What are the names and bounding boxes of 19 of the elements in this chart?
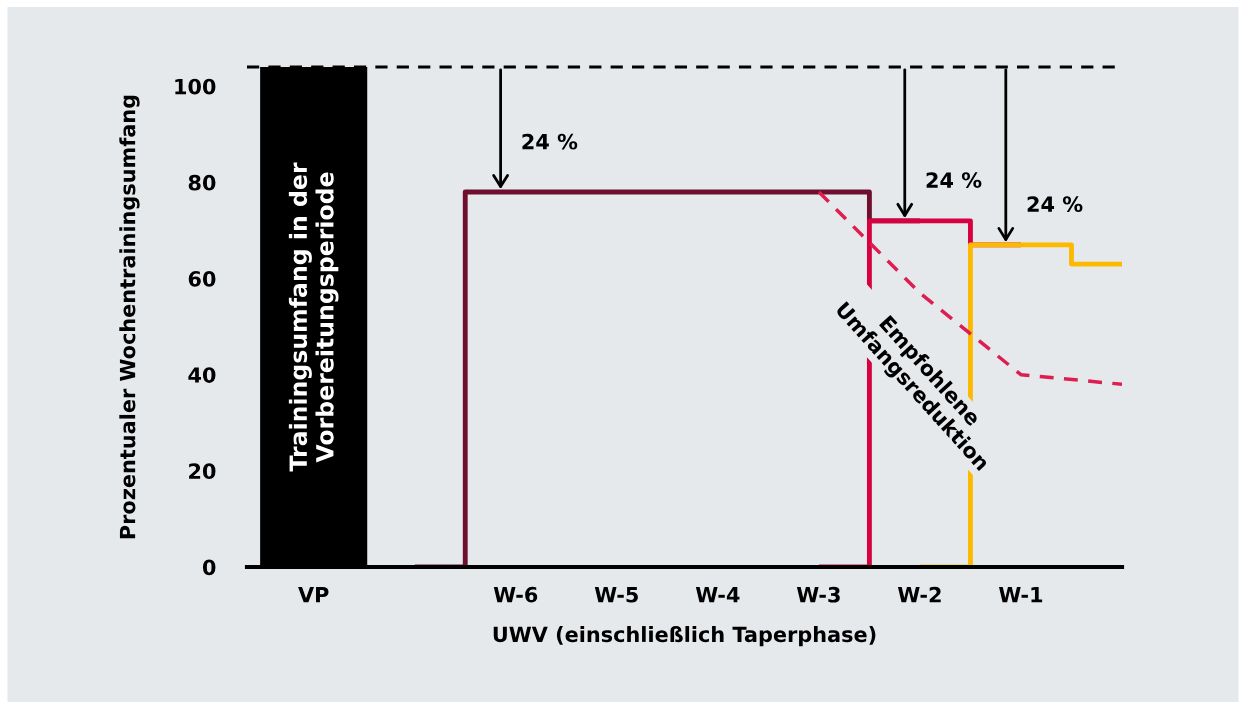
x-tick-label: W-3 (796, 586, 840, 603)
annotation: Trainingsumfang in der Vorbereitungsperiode (288, 162, 339, 472)
y-tick-label: 0 (202, 559, 216, 576)
y-tick-label: 60 (188, 270, 216, 287)
y-tick-label: 80 (188, 174, 216, 191)
x-axis-title: UWV (einschließlich Taperphase) (493, 626, 876, 647)
annotation: 24 % (926, 172, 982, 188)
x-tick-label: W-2 (897, 586, 941, 603)
y-tick-label: 100 (175, 78, 216, 95)
annotation: 24 % (522, 133, 578, 150)
x-tick-label: VP (298, 587, 329, 603)
y-axis-title: Prozentualer Wochentrainingsumfang (119, 95, 140, 539)
y-tick-label: 40 (188, 367, 216, 383)
annotation: 24 % (1027, 196, 1083, 212)
x-tick-label: W-5 (594, 587, 638, 603)
x-tick-label: W-6 (493, 586, 538, 603)
x-tick-label: W-4 (695, 587, 740, 603)
x-tick-label: W-1 (998, 587, 1043, 603)
y-tick-label: 20 (189, 463, 216, 480)
